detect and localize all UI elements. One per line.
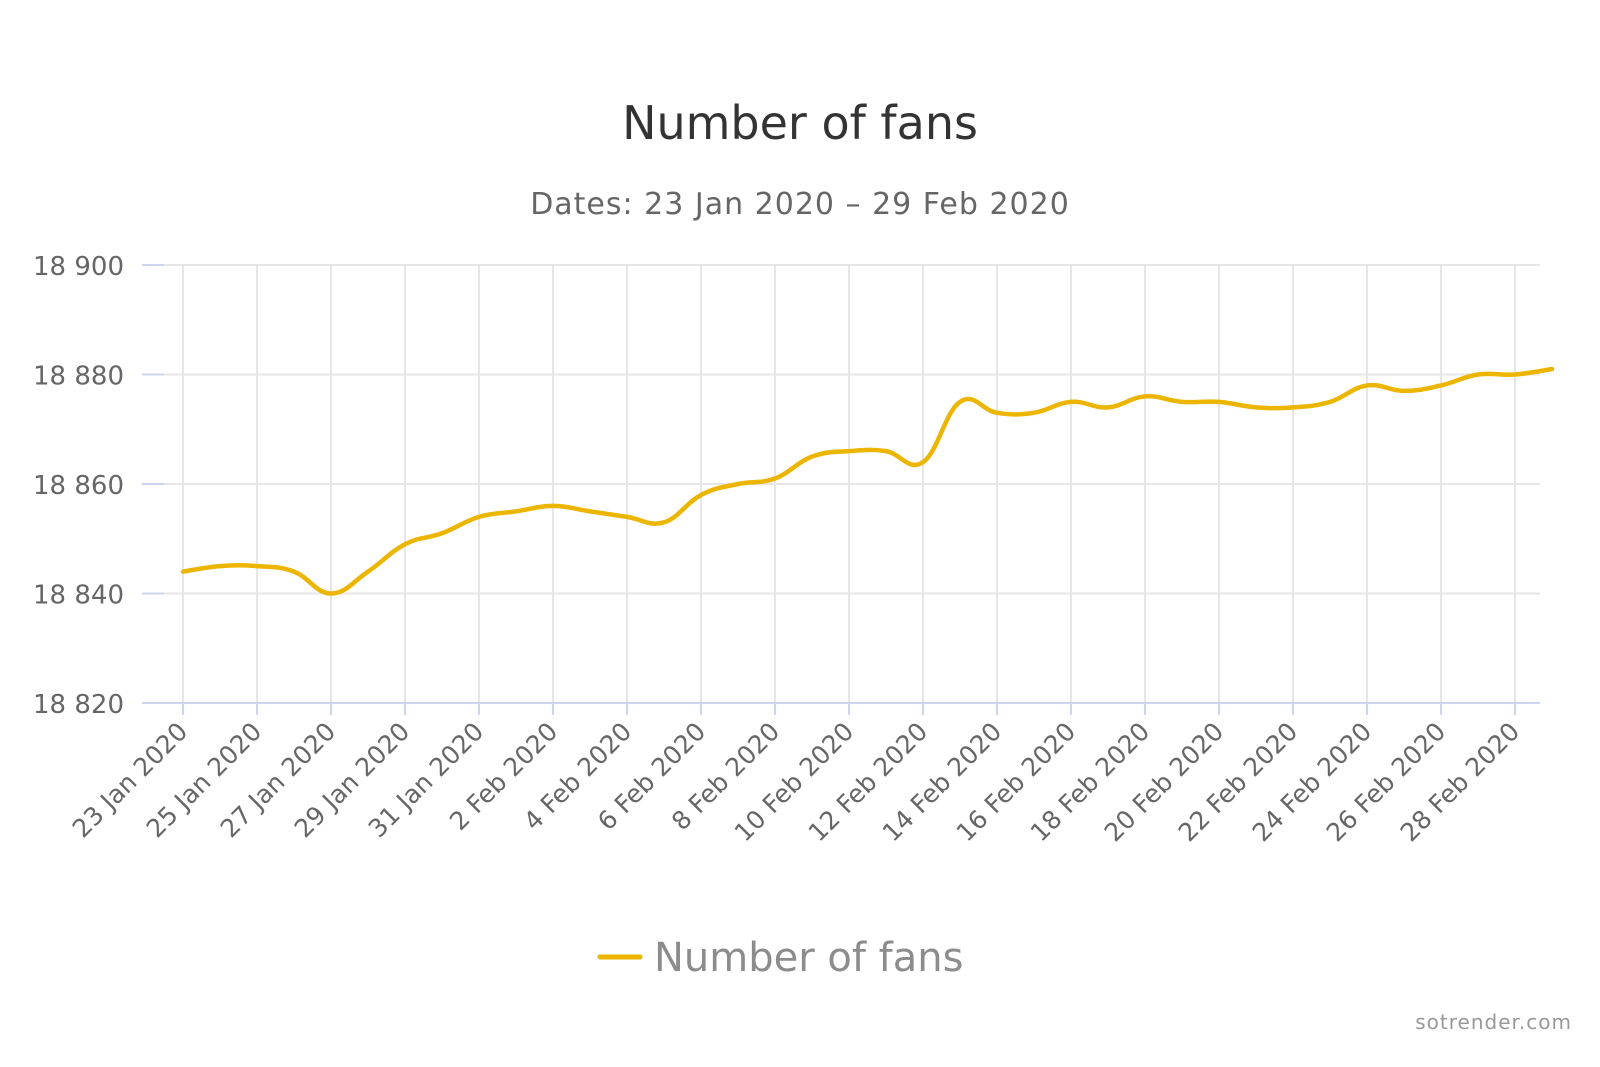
data-point[interactable] xyxy=(401,540,409,548)
data-point[interactable] xyxy=(1548,365,1556,373)
data-point[interactable] xyxy=(179,568,187,576)
y-tick-label: 18 820 xyxy=(33,690,124,720)
data-point[interactable] xyxy=(327,590,335,598)
data-point[interactable] xyxy=(1141,392,1149,400)
data-point[interactable] xyxy=(586,507,594,515)
data-point[interactable] xyxy=(1104,403,1112,411)
data-point[interactable] xyxy=(882,447,890,455)
series-layer xyxy=(179,365,1556,598)
data-point[interactable] xyxy=(549,502,557,510)
data-point[interactable] xyxy=(1067,398,1075,406)
y-tick-label: 18 880 xyxy=(33,362,124,392)
data-point[interactable] xyxy=(956,398,964,406)
data-point[interactable] xyxy=(1400,387,1408,395)
data-point[interactable] xyxy=(1437,381,1445,389)
credits-link[interactable]: sotrender.com xyxy=(1415,1010,1572,1034)
data-point[interactable] xyxy=(993,409,1001,417)
data-point[interactable] xyxy=(512,507,520,515)
data-point[interactable] xyxy=(475,513,483,521)
legend[interactable]: Number of fans xyxy=(597,935,963,981)
legend-item-number-of-fans[interactable]: Number of fans xyxy=(654,935,963,981)
data-point[interactable] xyxy=(1474,371,1482,379)
chart-subtitle: Dates: 23 Jan 2020 – 29 Feb 2020 xyxy=(530,187,1070,222)
data-point[interactable] xyxy=(919,458,927,466)
data-point[interactable] xyxy=(771,475,779,483)
series-line-number-of-fans[interactable] xyxy=(180,366,1555,596)
data-point[interactable] xyxy=(253,562,261,570)
data-point[interactable] xyxy=(623,513,631,521)
data-point[interactable] xyxy=(1215,398,1223,406)
data-point[interactable] xyxy=(290,568,298,576)
data-point[interactable] xyxy=(364,568,372,576)
data-point[interactable] xyxy=(734,480,742,488)
data-point[interactable] xyxy=(1178,398,1186,406)
y-tick-label: 18 840 xyxy=(33,581,124,611)
data-point[interactable] xyxy=(1363,381,1371,389)
data-point[interactable] xyxy=(660,518,668,526)
data-point[interactable] xyxy=(216,562,224,570)
chart-title: Number of fans xyxy=(622,96,978,150)
data-point[interactable] xyxy=(808,453,816,461)
data-point[interactable] xyxy=(1289,403,1297,411)
data-point[interactable] xyxy=(1511,371,1519,379)
y-tick-label: 18 860 xyxy=(33,471,124,501)
y-tick-label: 18 900 xyxy=(33,252,124,282)
grid xyxy=(142,264,1540,704)
data-point[interactable] xyxy=(845,447,853,455)
data-point[interactable] xyxy=(1252,403,1260,411)
data-point[interactable] xyxy=(1326,398,1334,406)
data-point[interactable] xyxy=(697,491,705,499)
data-point[interactable] xyxy=(438,529,446,537)
data-point[interactable] xyxy=(1030,409,1038,417)
